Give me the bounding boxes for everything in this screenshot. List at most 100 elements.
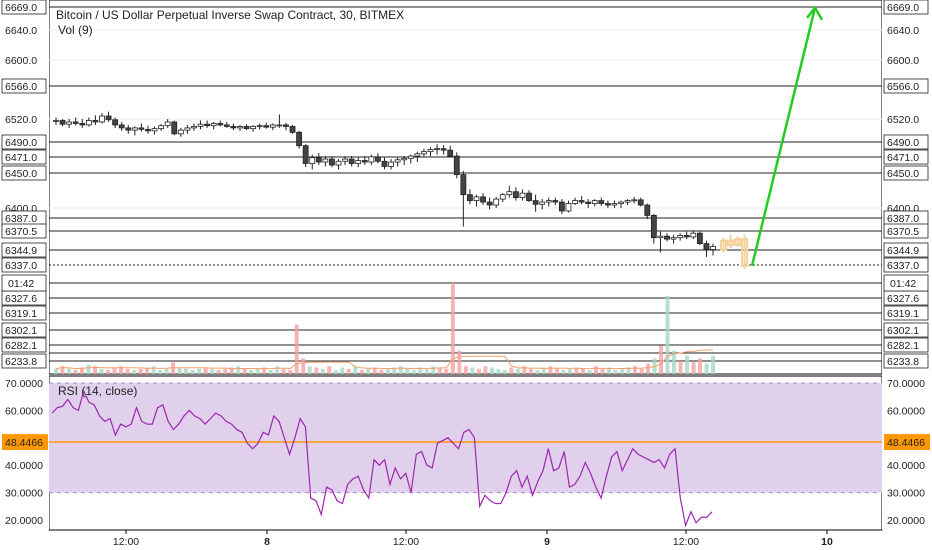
volume-bar: [548, 366, 553, 374]
candle-body: [519, 192, 526, 199]
rsi-current-box: [2, 434, 48, 451]
price-label-box: [1, 353, 47, 369]
volume-bar: [229, 367, 234, 374]
right-price-label: 6327.6: [887, 293, 919, 305]
volume-bar: [158, 370, 163, 374]
candle-body: [696, 232, 703, 244]
left-rsi-label: 40.0000: [5, 460, 43, 472]
candle-body: [79, 123, 86, 126]
volume-bar: [515, 368, 520, 374]
right-price-label: 6233.8: [887, 356, 919, 368]
volume-bar: [268, 370, 273, 374]
arrow-head-icon: [806, 5, 824, 21]
left-price-label: 6566.0: [5, 81, 37, 93]
left-price-label: 6490.0: [5, 137, 37, 149]
left-price-label: 6370.5: [5, 226, 37, 238]
right-price-label: 6450.0: [887, 168, 919, 180]
price-label-box: [883, 78, 929, 94]
candle-body: [388, 161, 394, 167]
candle-body: [650, 215, 657, 239]
volume-bar: [528, 368, 533, 374]
volume-bar: [106, 370, 111, 374]
volume-bar: [236, 366, 241, 374]
candle-body: [177, 129, 184, 135]
volume-bar: [151, 366, 156, 374]
rsi-line: [51, 389, 713, 528]
candle-body: [355, 160, 362, 164]
volume-bar: [424, 368, 429, 374]
volume-bar: [255, 368, 260, 374]
candle-body: [440, 148, 447, 151]
volume-bar: [405, 368, 410, 374]
volume-bar: [353, 366, 358, 374]
rsi-label: RSI (14, close): [58, 384, 137, 398]
price-label-box: [883, 337, 929, 353]
price-label-box: [883, 242, 929, 258]
price-label-box: [883, 322, 929, 338]
right-price-label: 6471.0: [887, 152, 919, 164]
right-rsi-label: 40.0000: [887, 460, 925, 472]
right-price-label: 6302.1: [887, 325, 919, 337]
volume-bar: [307, 366, 312, 374]
left-price-label: 6282.1: [5, 340, 37, 352]
price-label-box: [883, 257, 929, 273]
candle-body: [263, 125, 270, 128]
price-label-box: [883, 0, 929, 15]
candle-body: [618, 201, 624, 204]
candle-body: [637, 199, 644, 206]
volume-bar: [379, 370, 384, 374]
volume-bar: [320, 368, 325, 374]
candle-body: [683, 235, 690, 238]
volume-bar: [678, 361, 683, 374]
chart-title: Bitcoin / US Dollar Perpetual Inverse Sw…: [56, 8, 404, 22]
right-rsi-label: 20.0000: [887, 515, 925, 527]
volume-bar: [112, 367, 117, 374]
price-label-box: [1, 134, 47, 150]
candle-body: [473, 196, 480, 201]
right-price-label: 6520.0: [887, 114, 919, 126]
candle-body: [493, 198, 500, 206]
candle-body: [381, 160, 388, 167]
candle-body: [414, 153, 421, 157]
x-tick-label: 9: [544, 536, 550, 548]
volume-bar: [223, 368, 228, 374]
candle-body: [348, 158, 355, 164]
volume-bar: [646, 363, 651, 374]
candle-body: [710, 246, 716, 250]
left-rsi-label: 20.0000: [5, 515, 43, 527]
volume-bar: [431, 366, 436, 374]
left-price-label: 6669.0: [5, 2, 37, 14]
candle-body: [289, 126, 296, 133]
volume-bar: [593, 366, 598, 374]
volume-bar: [203, 367, 208, 374]
candle-body: [572, 200, 578, 204]
price-label-box: [1, 322, 47, 338]
volume-bar: [340, 367, 345, 374]
left-price-label: 6600.0: [5, 55, 37, 67]
candle-body: [66, 121, 73, 125]
right-price-label: 6282.1: [887, 340, 919, 352]
volume-bar: [294, 324, 299, 374]
volume-bar: [489, 367, 494, 374]
right-price-label: 6387.0: [887, 213, 919, 225]
candle-body: [361, 160, 368, 163]
candle-body: [59, 120, 66, 125]
price-label-box: [1, 257, 47, 273]
volume-bar: [574, 367, 579, 374]
candle-body: [703, 243, 710, 250]
candle-body: [329, 158, 335, 166]
volume-bar: [333, 370, 338, 374]
volume-bar: [659, 345, 664, 374]
candle-body: [210, 123, 217, 127]
candle-body: [283, 124, 289, 127]
volume-bar: [346, 368, 351, 374]
candle-body: [657, 235, 664, 239]
left-price-label: 6450.0: [5, 168, 37, 180]
volume-bar: [171, 362, 176, 374]
x-tick-label: 10: [821, 536, 833, 548]
volume-bar: [366, 368, 371, 374]
volume-bar: [554, 368, 559, 374]
candles-layer: [53, 5, 824, 269]
candle-body: [269, 124, 276, 128]
